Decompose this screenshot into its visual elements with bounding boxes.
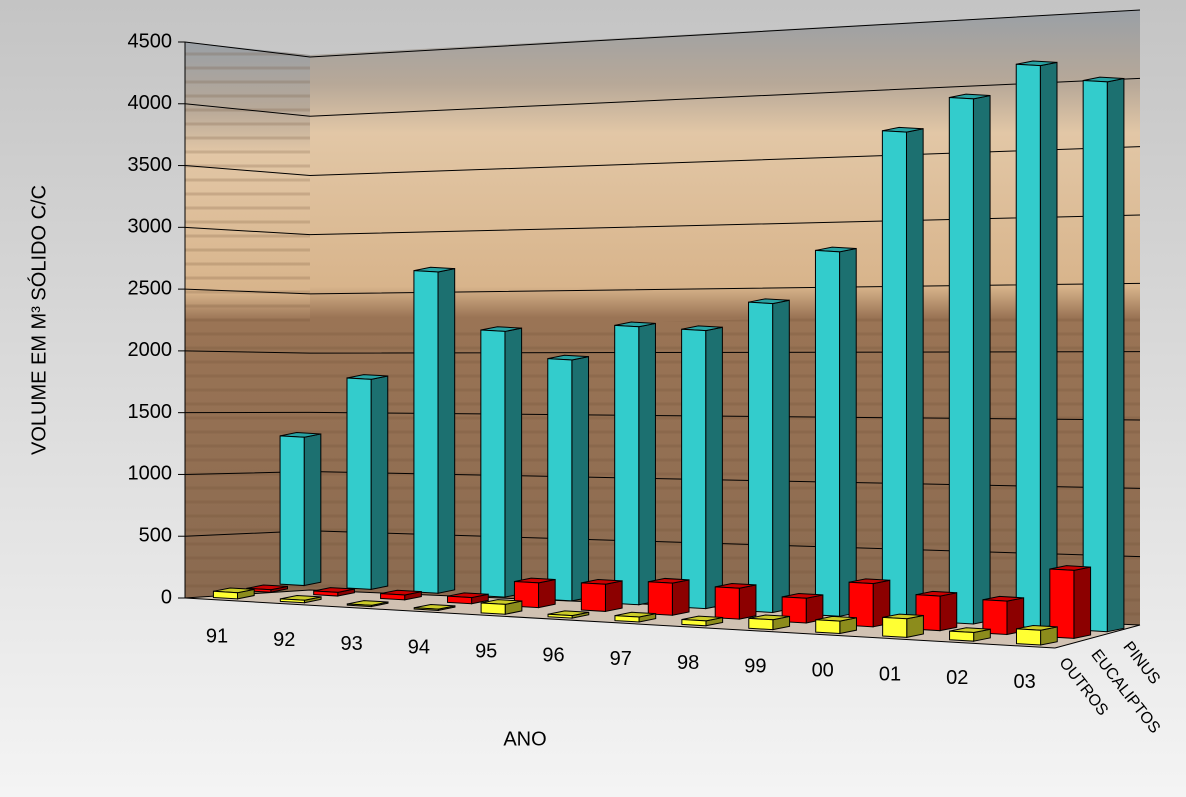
bar — [1082, 79, 1108, 633]
bar — [948, 96, 974, 625]
y-tick-label: 1500 — [128, 401, 173, 423]
x-tick-label: 97 — [610, 648, 632, 670]
bar — [748, 617, 774, 631]
bar — [279, 435, 305, 587]
y-tick-label: 2500 — [128, 277, 173, 299]
bar-side — [738, 584, 757, 620]
bar — [346, 603, 372, 608]
x-tick-label: 95 — [475, 640, 497, 662]
x-tick-label: 02 — [946, 667, 968, 689]
x-tick-label: 01 — [879, 663, 901, 685]
x-tick-label: 98 — [677, 652, 699, 674]
bar-side — [705, 326, 723, 610]
x-tick-label: 94 — [408, 637, 430, 659]
bar — [212, 590, 239, 600]
bar — [279, 598, 305, 604]
bar — [814, 249, 841, 617]
bar-side — [538, 578, 556, 609]
grid-line — [184, 411, 1141, 421]
bar — [547, 613, 573, 619]
bar-side — [303, 433, 322, 587]
y-tick-label: 3500 — [128, 154, 173, 176]
bar-side — [839, 247, 857, 617]
bar — [480, 602, 506, 615]
y-axis-title: VOLUME EM M³ SÓLIDO C/C — [27, 185, 50, 455]
bar-side — [1039, 61, 1058, 629]
bar-side — [437, 268, 456, 594]
bar — [447, 595, 473, 605]
bar-side — [370, 375, 389, 590]
bar — [647, 581, 673, 616]
y-tick-label: 500 — [139, 525, 172, 547]
y-tick-label: 0 — [161, 586, 172, 608]
x-tick-label: 03 — [1013, 671, 1035, 693]
y-tick-label: 4500 — [128, 30, 173, 52]
bar — [614, 324, 640, 606]
bar — [815, 619, 841, 635]
x-tick-label: 93 — [340, 633, 362, 655]
bar — [480, 329, 506, 598]
y-tick-label: 2000 — [128, 339, 173, 361]
bar — [881, 130, 907, 621]
grid-line — [184, 350, 1141, 354]
bar — [380, 593, 406, 601]
bar — [1049, 568, 1075, 639]
bar-side — [638, 322, 656, 606]
bar — [346, 377, 372, 590]
x-tick-label: 99 — [744, 656, 766, 678]
bar — [748, 301, 774, 613]
x-tick-label: 00 — [812, 659, 834, 681]
bar — [681, 618, 707, 627]
bar-side — [504, 327, 523, 598]
bar — [547, 358, 573, 602]
bar-side — [1106, 77, 1125, 633]
left-wall-texture — [185, 42, 310, 598]
bar — [1015, 63, 1041, 629]
bar — [949, 630, 975, 642]
y-tick-label: 3000 — [128, 216, 173, 238]
bar — [413, 270, 439, 594]
grid-line — [184, 282, 1141, 295]
y-tick-label: 1000 — [128, 463, 173, 485]
x-tick-label: 96 — [542, 644, 564, 666]
grid-line — [184, 146, 1141, 176]
bar-side — [972, 94, 991, 625]
x-axis — [184, 597, 1056, 649]
bar-side — [939, 592, 958, 632]
bar — [614, 615, 640, 623]
x-tick-label: 92 — [273, 629, 295, 651]
bar-side — [1073, 566, 1092, 639]
bar-side — [905, 128, 924, 621]
y-tick-label: 4000 — [128, 92, 173, 114]
x-tick-label: 91 — [206, 625, 228, 647]
grid-line — [184, 77, 1141, 117]
bar — [313, 590, 339, 597]
bar — [882, 616, 908, 638]
depth-axis — [1054, 624, 1141, 649]
bar-side — [571, 356, 590, 602]
bar — [982, 599, 1008, 636]
bar — [848, 581, 874, 628]
grid-line — [184, 9, 1141, 58]
grid-line — [184, 214, 1141, 236]
bar — [681, 328, 707, 610]
bar — [714, 586, 740, 620]
bar-side — [671, 579, 690, 616]
bar — [580, 582, 606, 612]
bar-side — [604, 580, 623, 613]
bar — [1015, 628, 1042, 646]
x-axis-title: ANO — [503, 728, 546, 750]
bar — [413, 607, 439, 611]
bar-side — [772, 299, 790, 614]
